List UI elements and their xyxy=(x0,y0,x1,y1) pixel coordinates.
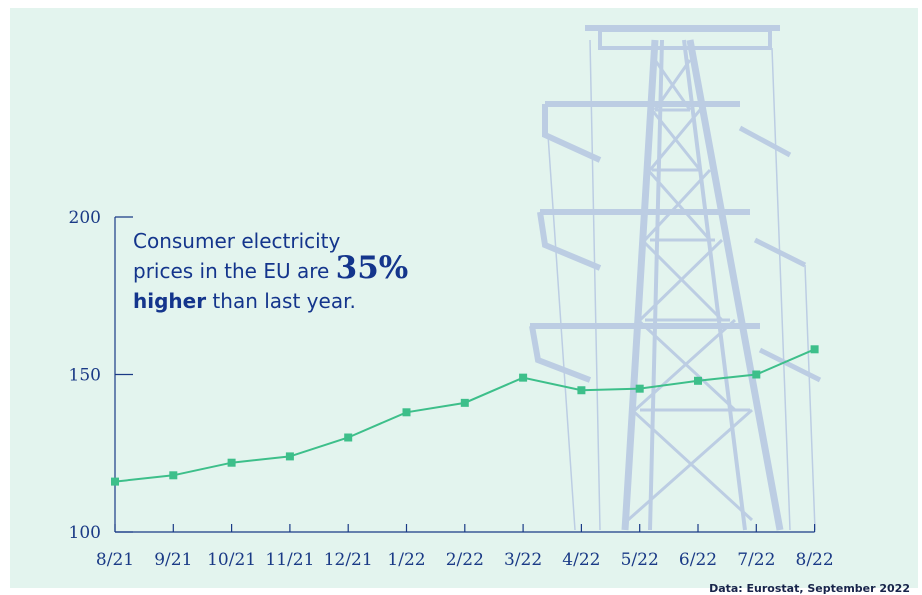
data-point xyxy=(227,458,236,467)
power-pylon-illustration xyxy=(529,25,822,531)
headline-line2: prices in the EU are xyxy=(133,259,336,283)
data-point xyxy=(635,384,644,393)
x-tick-label: 8/22 xyxy=(796,550,834,570)
x-tick-label: 6/22 xyxy=(679,550,717,570)
x-tick-label: 11/21 xyxy=(265,550,314,570)
series-consumer-prices xyxy=(111,345,819,486)
y-tick-label: 100 xyxy=(69,523,101,543)
data-point xyxy=(402,408,411,417)
data-point xyxy=(694,376,702,385)
data-point xyxy=(169,471,178,480)
data-point xyxy=(111,477,119,486)
data-point xyxy=(810,345,819,354)
data-point xyxy=(577,386,586,395)
data-point xyxy=(519,373,528,382)
x-tick-label: 1/22 xyxy=(387,550,425,570)
x-tick-label: 5/22 xyxy=(621,550,659,570)
y-tick-label: 200 xyxy=(69,208,101,228)
x-tick-label: 10/21 xyxy=(207,550,256,570)
x-tick-label: 8/21 xyxy=(96,550,134,570)
source-note: Data: Eurostat, September 2022 xyxy=(709,582,910,595)
headline-line1: Consumer electricity xyxy=(133,229,341,253)
x-tick-label: 4/22 xyxy=(562,550,600,570)
data-point xyxy=(460,398,469,407)
data-point xyxy=(285,452,294,461)
data-point xyxy=(752,370,761,379)
data-point xyxy=(344,433,353,442)
headline-percent: 35% xyxy=(335,250,409,286)
headline: Consumer electricity prices in the EU ar… xyxy=(133,226,513,316)
headline-bold-word: higher xyxy=(133,289,207,313)
axes: 100 150 200 8/21 9/21 10/21 11/21 12/21 1/22 2/22… xyxy=(69,208,834,570)
chart-background xyxy=(10,8,918,588)
series-line xyxy=(114,348,815,483)
x-tick-label: 3/22 xyxy=(504,550,542,570)
headline-line3: than last year. xyxy=(206,289,356,313)
x-tick-label: 12/21 xyxy=(324,550,373,570)
x-tick-label: 9/21 xyxy=(154,550,192,570)
x-tick-label: 2/22 xyxy=(446,550,484,570)
y-tick-label: 150 xyxy=(69,366,101,386)
x-tick-label: 7/22 xyxy=(737,550,775,570)
